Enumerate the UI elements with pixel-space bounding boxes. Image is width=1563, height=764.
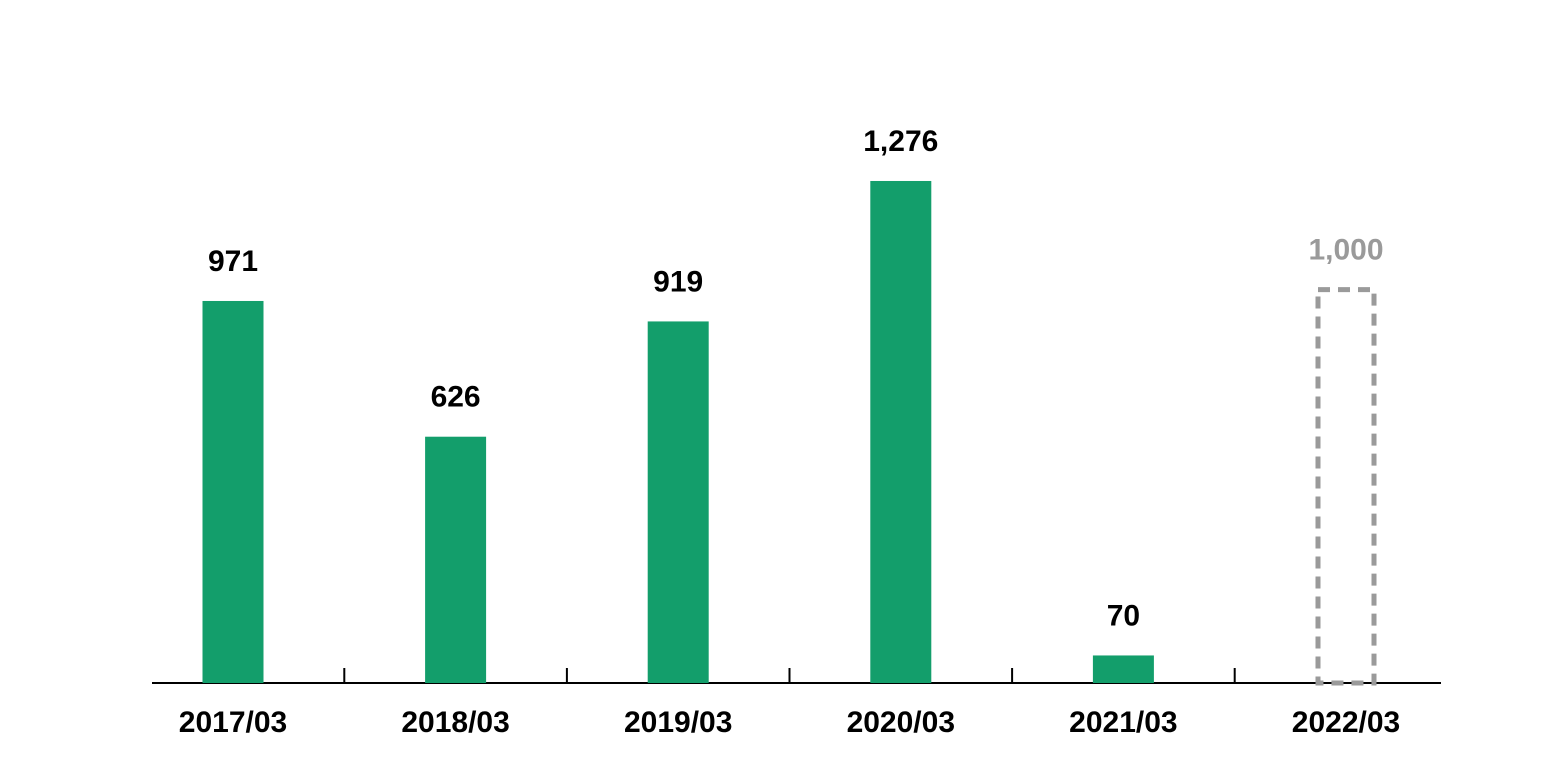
forecast-bar <box>1315 287 1377 686</box>
bar <box>870 180 932 683</box>
x-tick-label: 2018/03 <box>401 706 509 739</box>
value-label: 1,000 <box>1308 233 1383 266</box>
x-tick-label: 2021/03 <box>1069 706 1177 739</box>
bar <box>647 321 709 683</box>
value-label: 919 <box>653 265 703 298</box>
value-label: 1,276 <box>863 125 938 158</box>
bar <box>425 436 487 683</box>
bar <box>1092 655 1154 683</box>
value-label: 70 <box>1107 599 1140 632</box>
x-tick-label: 2022/03 <box>1292 706 1400 739</box>
value-label: 971 <box>208 245 258 278</box>
x-tick-label: 2017/03 <box>179 706 287 739</box>
x-tick-label: 2019/03 <box>624 706 732 739</box>
value-label: 626 <box>431 381 481 414</box>
bar <box>202 300 264 683</box>
x-tick-label: 2020/03 <box>847 706 955 739</box>
